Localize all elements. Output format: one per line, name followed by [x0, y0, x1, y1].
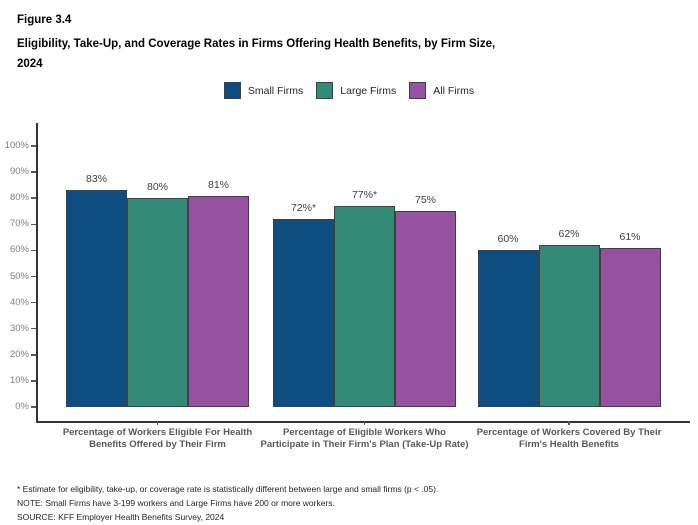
footnote-asterisk: * Estimate for eligibility, take-up, or …: [17, 484, 439, 494]
y-axis-tick: [31, 301, 36, 304]
chart-title-line2: 2024: [17, 58, 43, 70]
legend-item-large-firms: Large Firms: [316, 82, 396, 99]
y-axis-tick: [31, 145, 36, 147]
chart-title: Eligibility, Take-Up, and Coverage Rates…: [17, 34, 677, 74]
chart-legend: Small Firms Large Firms All Firms: [0, 82, 698, 99]
y-axis-tick: [31, 327, 36, 330]
y-axis-tick-label: 40%: [9, 296, 29, 308]
footnotes: * Estimate for eligibility, take-up, or …: [17, 482, 438, 524]
bar-all-firms-1: [395, 211, 456, 407]
x-axis-tick: [568, 421, 570, 425]
figure-number: Figure 3.4: [17, 14, 72, 26]
bar-value-label: 83%: [85, 173, 107, 186]
bar-value-label: 72%*: [290, 202, 317, 215]
y-axis-tick: [31, 249, 36, 252]
y-axis-tick-label: 50%: [9, 270, 29, 282]
bar-small-firms-2: [477, 250, 539, 407]
x-axis-line: [36, 421, 690, 423]
y-axis-tick: [31, 275, 36, 278]
bar-value-label: 81%: [207, 178, 229, 191]
legend-swatch: [409, 82, 427, 99]
y-axis-tick-label: 100%: [4, 140, 29, 151]
y-axis-tick-label: 90%: [9, 166, 29, 178]
y-axis-tick: [31, 223, 36, 226]
legend-label: All Firms: [433, 84, 475, 97]
bar-value-label: 80%: [146, 181, 168, 194]
bar-large-firms-0: [127, 198, 188, 407]
bar-all-firms-2: [599, 247, 661, 407]
y-axis-tick-label: 30%: [9, 322, 29, 334]
x-axis-category-label: Percentage of Eligible Workers Who Parti…: [260, 427, 469, 450]
y-axis-tick-label: 60%: [9, 244, 29, 256]
x-axis-category-label: Percentage of Workers Covered By Their F…: [476, 427, 662, 450]
y-axis-tick-label: 20%: [9, 348, 29, 360]
y-axis-tick-label: 80%: [9, 192, 29, 204]
legend-label: Large Firms: [340, 84, 397, 97]
legend-item-all-firms: All Firms: [409, 82, 474, 99]
bar-large-firms-1: [334, 206, 395, 407]
y-axis-tick-label: 0%: [15, 401, 29, 412]
bar-small-firms-1: [273, 219, 334, 407]
bar-value-label: 77%*: [351, 189, 378, 202]
bar-value-label: 61%: [619, 230, 641, 243]
y-axis-tick: [31, 197, 36, 199]
y-axis-tick: [31, 171, 36, 173]
chart-title-line1: Eligibility, Take-Up, and Coverage Rates…: [17, 38, 496, 50]
bar-value-label: 62%: [558, 228, 580, 241]
y-axis-tick-label: 10%: [9, 374, 29, 386]
x-axis-category-label: Percentage of Workers Eligible For Healt…: [62, 427, 253, 450]
y-axis-tick: [31, 380, 36, 382]
legend-swatch: [316, 82, 334, 99]
x-axis-tick: [363, 421, 366, 425]
bar-value-label: 60%: [497, 233, 519, 246]
y-axis-tick-label: 70%: [9, 218, 29, 230]
y-axis-tick: [31, 406, 36, 408]
bar-all-firms-0: [188, 195, 249, 407]
legend-swatch: [223, 82, 241, 99]
footnote-note: NOTE: Small Firms have 3-199 workers and…: [17, 498, 335, 508]
y-axis-tick: [31, 354, 36, 356]
bar-small-firms-0: [66, 190, 127, 407]
footnote-source: SOURCE: KFF Employer Health Benefits Sur…: [17, 512, 225, 522]
bar-large-firms-2: [538, 245, 600, 407]
legend-label: Small Firms: [247, 84, 304, 97]
legend-item-small-firms: Small Firms: [223, 82, 304, 99]
bar-value-label: 75%: [414, 194, 436, 207]
y-axis-line: [36, 123, 38, 422]
x-axis-tick: [156, 421, 159, 425]
